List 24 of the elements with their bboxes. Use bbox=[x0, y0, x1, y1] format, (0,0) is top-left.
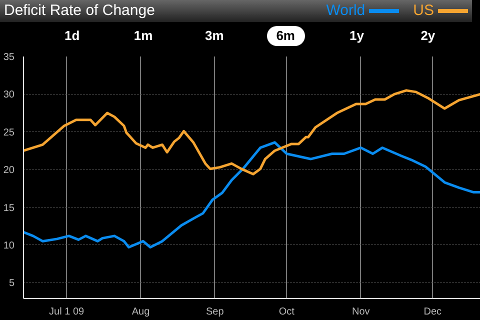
y-tick-label: 25 bbox=[3, 127, 15, 138]
text: 1m bbox=[132, 26, 154, 45]
text: 2y bbox=[420, 26, 436, 45]
line-series bbox=[24, 89, 480, 176]
legend-label: World bbox=[326, 2, 366, 20]
text: 3m bbox=[204, 26, 225, 45]
x-tick-label: Sep bbox=[206, 306, 224, 318]
line-series bbox=[24, 141, 480, 248]
y-tick-label: 5 bbox=[8, 278, 15, 290]
y-tick-label: 20 bbox=[3, 165, 15, 176]
text: 1d bbox=[64, 26, 81, 45]
chart-title: Deficit Rate of Change bbox=[4, 1, 155, 22]
x-tick-label: Nov bbox=[352, 306, 370, 318]
x-tick-label: Dec bbox=[424, 306, 442, 318]
text: 1y bbox=[348, 26, 365, 45]
legend-label: US bbox=[413, 2, 434, 20]
y-tick-label: 30 bbox=[3, 90, 15, 101]
y-tick-label: 35 bbox=[3, 52, 15, 63]
y-tick-label: 10 bbox=[3, 240, 15, 252]
y-tick-label: 15 bbox=[3, 202, 15, 214]
x-tick-label: Jul 1 09 bbox=[49, 306, 85, 318]
text: 6m bbox=[266, 26, 305, 46]
x-tick-label: Aug bbox=[132, 306, 150, 318]
x-tick-label: Oct bbox=[278, 306, 295, 318]
